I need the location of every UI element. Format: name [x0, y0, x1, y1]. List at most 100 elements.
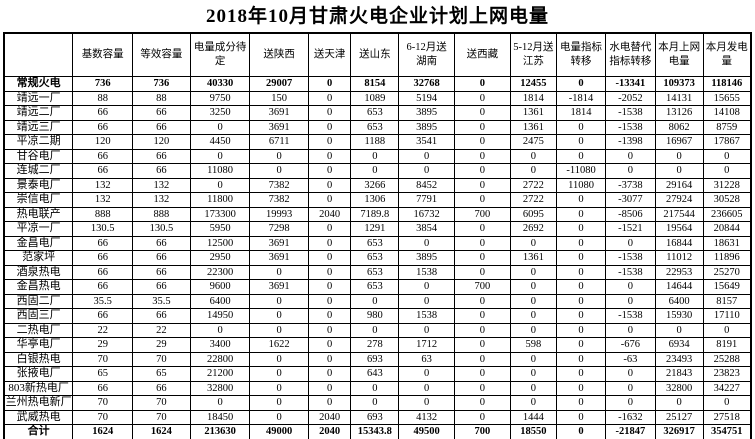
table-cell: 326917 [654, 424, 704, 439]
table-cell: 0 [556, 235, 607, 251]
table-cell: 0 [556, 264, 607, 280]
table-cell: 70 [132, 395, 191, 411]
table-cell: 0 [350, 322, 400, 338]
table-cell: -21847 [605, 424, 656, 439]
table-cell: 0 [453, 221, 511, 237]
table-cell: 132 [72, 177, 134, 193]
table-body: 常规火电 736 736 40330 29007 0 8154 32768 0 12455 0 -13… [3, 76, 752, 439]
table-cell: 0 [307, 322, 352, 338]
table-header: 基数容量 等效容量 电量成分待定 送陕西 送天津 送山东 6-12月送湖南 送西藏 5-12月送… [3, 32, 752, 77]
table-cell: 16967 [654, 134, 704, 150]
table-cell: 354751 [702, 424, 752, 439]
column-header: 送西藏 [453, 32, 511, 77]
table-cell: 6711 [249, 134, 309, 150]
table-cell: 1814 [509, 90, 558, 106]
table-cell: 0 [398, 380, 455, 396]
table-row: 白银热电 70 70 22800 0 0 693 63 0 0 0 -63 23493 25288 [3, 351, 752, 367]
table-cell: 0 [453, 119, 511, 135]
column-header: 送陕西 [249, 32, 309, 77]
row-label: 华亭电厂 [3, 337, 74, 353]
table-cell: 118146 [702, 76, 752, 92]
table-cell: 0 [605, 322, 656, 338]
row-label: 范家坪 [3, 250, 74, 266]
table-cell: 0 [556, 308, 607, 324]
table-cell: 14131 [654, 90, 704, 106]
table-row: 平凉二期 120 120 4450 6711 0 1188 3541 0 2475 0 -1398 16… [3, 134, 752, 150]
table-cell: -1538 [605, 105, 656, 121]
row-label: 景泰电厂 [3, 177, 74, 193]
table-cell: 0 [307, 395, 352, 411]
table-cell: 0 [556, 409, 607, 425]
row-label: 二热电厂 [3, 322, 74, 338]
table-cell: 1089 [350, 90, 400, 106]
table-cell: 0 [509, 163, 558, 179]
table-cell: 11012 [654, 250, 704, 266]
table-cell: 34227 [702, 380, 752, 396]
table-cell: 0 [453, 250, 511, 266]
table-cell: 66 [72, 308, 134, 324]
table-cell: 22953 [654, 264, 704, 280]
table-cell: 3541 [398, 134, 455, 150]
table-cell: 15649 [702, 279, 752, 295]
row-label: 靖远一厂 [3, 90, 74, 106]
table-cell: 22300 [189, 264, 251, 280]
table-cell: -3738 [605, 177, 656, 193]
table-cell: 0 [453, 90, 511, 106]
table-cell: 150 [249, 90, 309, 106]
table-cell: 66 [132, 250, 191, 266]
column-header: 送山东 [350, 32, 400, 77]
column-header: 本月发电量 [702, 32, 752, 77]
row-label: 崇信电厂 [3, 192, 74, 208]
table-cell: 0 [307, 119, 352, 135]
table-cell: 8191 [702, 337, 752, 353]
table-cell: 213630 [189, 424, 251, 439]
table-cell: 3895 [398, 250, 455, 266]
row-label: 白银热电 [3, 351, 74, 367]
table-cell: 0 [654, 322, 704, 338]
table-cell: 0 [307, 163, 352, 179]
table-cell: 66 [72, 250, 134, 266]
column-header: 6-12月送湖南 [398, 32, 455, 77]
table-cell: 11080 [556, 177, 607, 193]
table-cell: 0 [307, 279, 352, 295]
table-cell: 66 [132, 380, 191, 396]
table-cell: -3077 [605, 192, 656, 208]
table-cell: 66 [132, 105, 191, 121]
table-cell: 0 [350, 293, 400, 309]
table-row: 合计 1624 1624 213630 49000 2040 15343.8 49500 700… [3, 424, 752, 439]
table-row: 常规火电 736 736 40330 29007 0 8154 32768 0 12455 0 -13… [3, 76, 752, 92]
table-cell: 700 [453, 206, 511, 222]
table-cell: 66 [132, 119, 191, 135]
table-cell: 0 [189, 177, 251, 193]
table-cell: 0 [605, 235, 656, 251]
table-cell: 0 [509, 380, 558, 396]
table-cell: 0 [556, 322, 607, 338]
table-cell: 1361 [509, 105, 558, 121]
table-cell: 0 [307, 90, 352, 106]
table-cell: 9750 [189, 90, 251, 106]
table-cell: 88 [72, 90, 134, 106]
table-cell: 29007 [249, 76, 309, 92]
table-cell: 0 [509, 322, 558, 338]
power-plan-table: 基数容量 等效容量 电量成分待定 送陕西 送天津 送山东 6-12月送湖南 送西藏 5-12月送… [3, 32, 752, 439]
table-cell: 35.5 [132, 293, 191, 309]
table-cell: 66 [132, 235, 191, 251]
table-cell: 0 [307, 221, 352, 237]
table-cell: 13126 [654, 105, 704, 121]
table-cell: 22800 [189, 351, 251, 367]
table-cell: 643 [350, 366, 400, 382]
table-row: 华亭电厂 29 29 3400 1622 0 278 1712 0 598 0 -676 6934 819… [3, 337, 752, 353]
table-cell: 0 [453, 235, 511, 251]
table-cell: 9600 [189, 279, 251, 295]
table-cell: 0 [605, 163, 656, 179]
table-cell: 65 [132, 366, 191, 382]
table-cell: 0 [453, 366, 511, 382]
table-cell: 3854 [398, 221, 455, 237]
row-label: 兰州热电新厂 [3, 395, 74, 411]
table-cell: 8062 [654, 119, 704, 135]
column-header: 电量指标转移 [556, 32, 607, 77]
table-cell: -13341 [605, 76, 656, 92]
row-label: 热电联产 [3, 206, 74, 222]
table-cell: 21843 [654, 366, 704, 382]
table-cell: 0 [556, 293, 607, 309]
